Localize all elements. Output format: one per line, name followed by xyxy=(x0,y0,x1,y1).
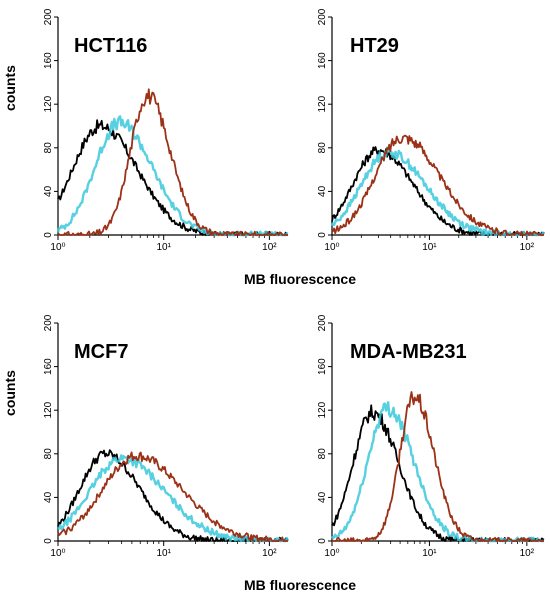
y-axis-title: counts xyxy=(2,370,18,416)
y-tick-label: 40 xyxy=(317,185,328,197)
y-tick-label: 40 xyxy=(317,491,328,503)
panel-hct116: HCT116 xyxy=(74,35,147,57)
histogram-series-brown xyxy=(57,88,288,236)
y-tick-label: 0 xyxy=(43,538,54,544)
plot-area: 0 40 80 120 160 200 10⁰ 10¹ 10² xyxy=(43,314,290,559)
y-tick-label: 200 xyxy=(317,314,328,331)
y-tick-label: 200 xyxy=(43,8,54,25)
panel-title: HT29 xyxy=(350,35,399,57)
y-tick-label: 80 xyxy=(43,142,54,154)
y-tick-label: 80 xyxy=(317,448,328,460)
histogram-series-cyan xyxy=(56,115,289,237)
plot-area: 0 40 80 120 160 200 10⁰ 10¹ 10² xyxy=(317,8,545,253)
y-tick-label: 160 xyxy=(43,52,54,69)
panel-ht29: HT29 xyxy=(350,35,399,57)
y-tick-label: 160 xyxy=(43,358,54,375)
x-tick-label: 10⁰ xyxy=(324,242,339,253)
y-tick-label: 0 xyxy=(317,538,328,544)
x-tick-label: 10² xyxy=(262,242,277,253)
y-tick-label: 200 xyxy=(317,8,328,25)
y-tick-label: 160 xyxy=(317,358,328,375)
histogram-series-cyan xyxy=(330,146,545,237)
panel-title: HCT116 xyxy=(74,35,147,57)
x-tick-label: 10⁰ xyxy=(324,548,339,559)
y-tick-label: 120 xyxy=(317,95,328,112)
x-tick-label: 10² xyxy=(520,242,535,253)
x-axis-title: MB fluorescence xyxy=(244,577,356,593)
x-tick-label: 10¹ xyxy=(422,242,437,253)
y-tick-label: 120 xyxy=(317,401,328,418)
y-tick-label: 40 xyxy=(43,185,54,197)
y-tick-label: 80 xyxy=(43,448,54,460)
x-axis-title: MB fluorescence xyxy=(244,271,356,287)
y-tick-label: 0 xyxy=(317,232,328,238)
x-tick-label: 10⁰ xyxy=(50,548,65,559)
histogram-series-brown xyxy=(332,391,544,542)
panel-title: MCF7 xyxy=(74,341,128,363)
y-tick-label: 160 xyxy=(317,52,328,69)
y-tick-label: 80 xyxy=(317,142,328,154)
histogram-series-cyan xyxy=(330,401,545,543)
y-tick-label: 0 xyxy=(43,232,54,238)
histogram-series-black xyxy=(331,146,545,236)
panel-mcf7: MCF7 xyxy=(74,341,128,363)
y-axis-title: counts xyxy=(2,65,18,111)
histogram-series-brown xyxy=(57,451,288,542)
x-tick-label: 10² xyxy=(520,548,535,559)
x-tick-label: 10² xyxy=(262,548,277,559)
x-tick-label: 10¹ xyxy=(156,548,171,559)
panel-mda-mb231: MDA-MB231 xyxy=(350,341,467,363)
y-tick-label: 120 xyxy=(43,401,54,418)
plot-area: 0 40 80 120 160 200 10⁰ 10¹ 10² xyxy=(43,8,289,253)
x-tick-label: 10⁰ xyxy=(50,242,65,253)
plot-area: 0 40 80 120 160 200 10⁰ 10¹ 10² xyxy=(317,314,545,559)
panel-title: MDA-MB231 xyxy=(350,341,467,363)
y-tick-label: 120 xyxy=(43,95,54,112)
x-tick-label: 10¹ xyxy=(422,548,437,559)
histogram-series-black xyxy=(57,449,289,542)
y-tick-label: 200 xyxy=(43,314,54,331)
y-tick-label: 40 xyxy=(43,491,54,503)
histogram-series-brown xyxy=(331,134,544,236)
x-tick-label: 10¹ xyxy=(156,242,171,253)
